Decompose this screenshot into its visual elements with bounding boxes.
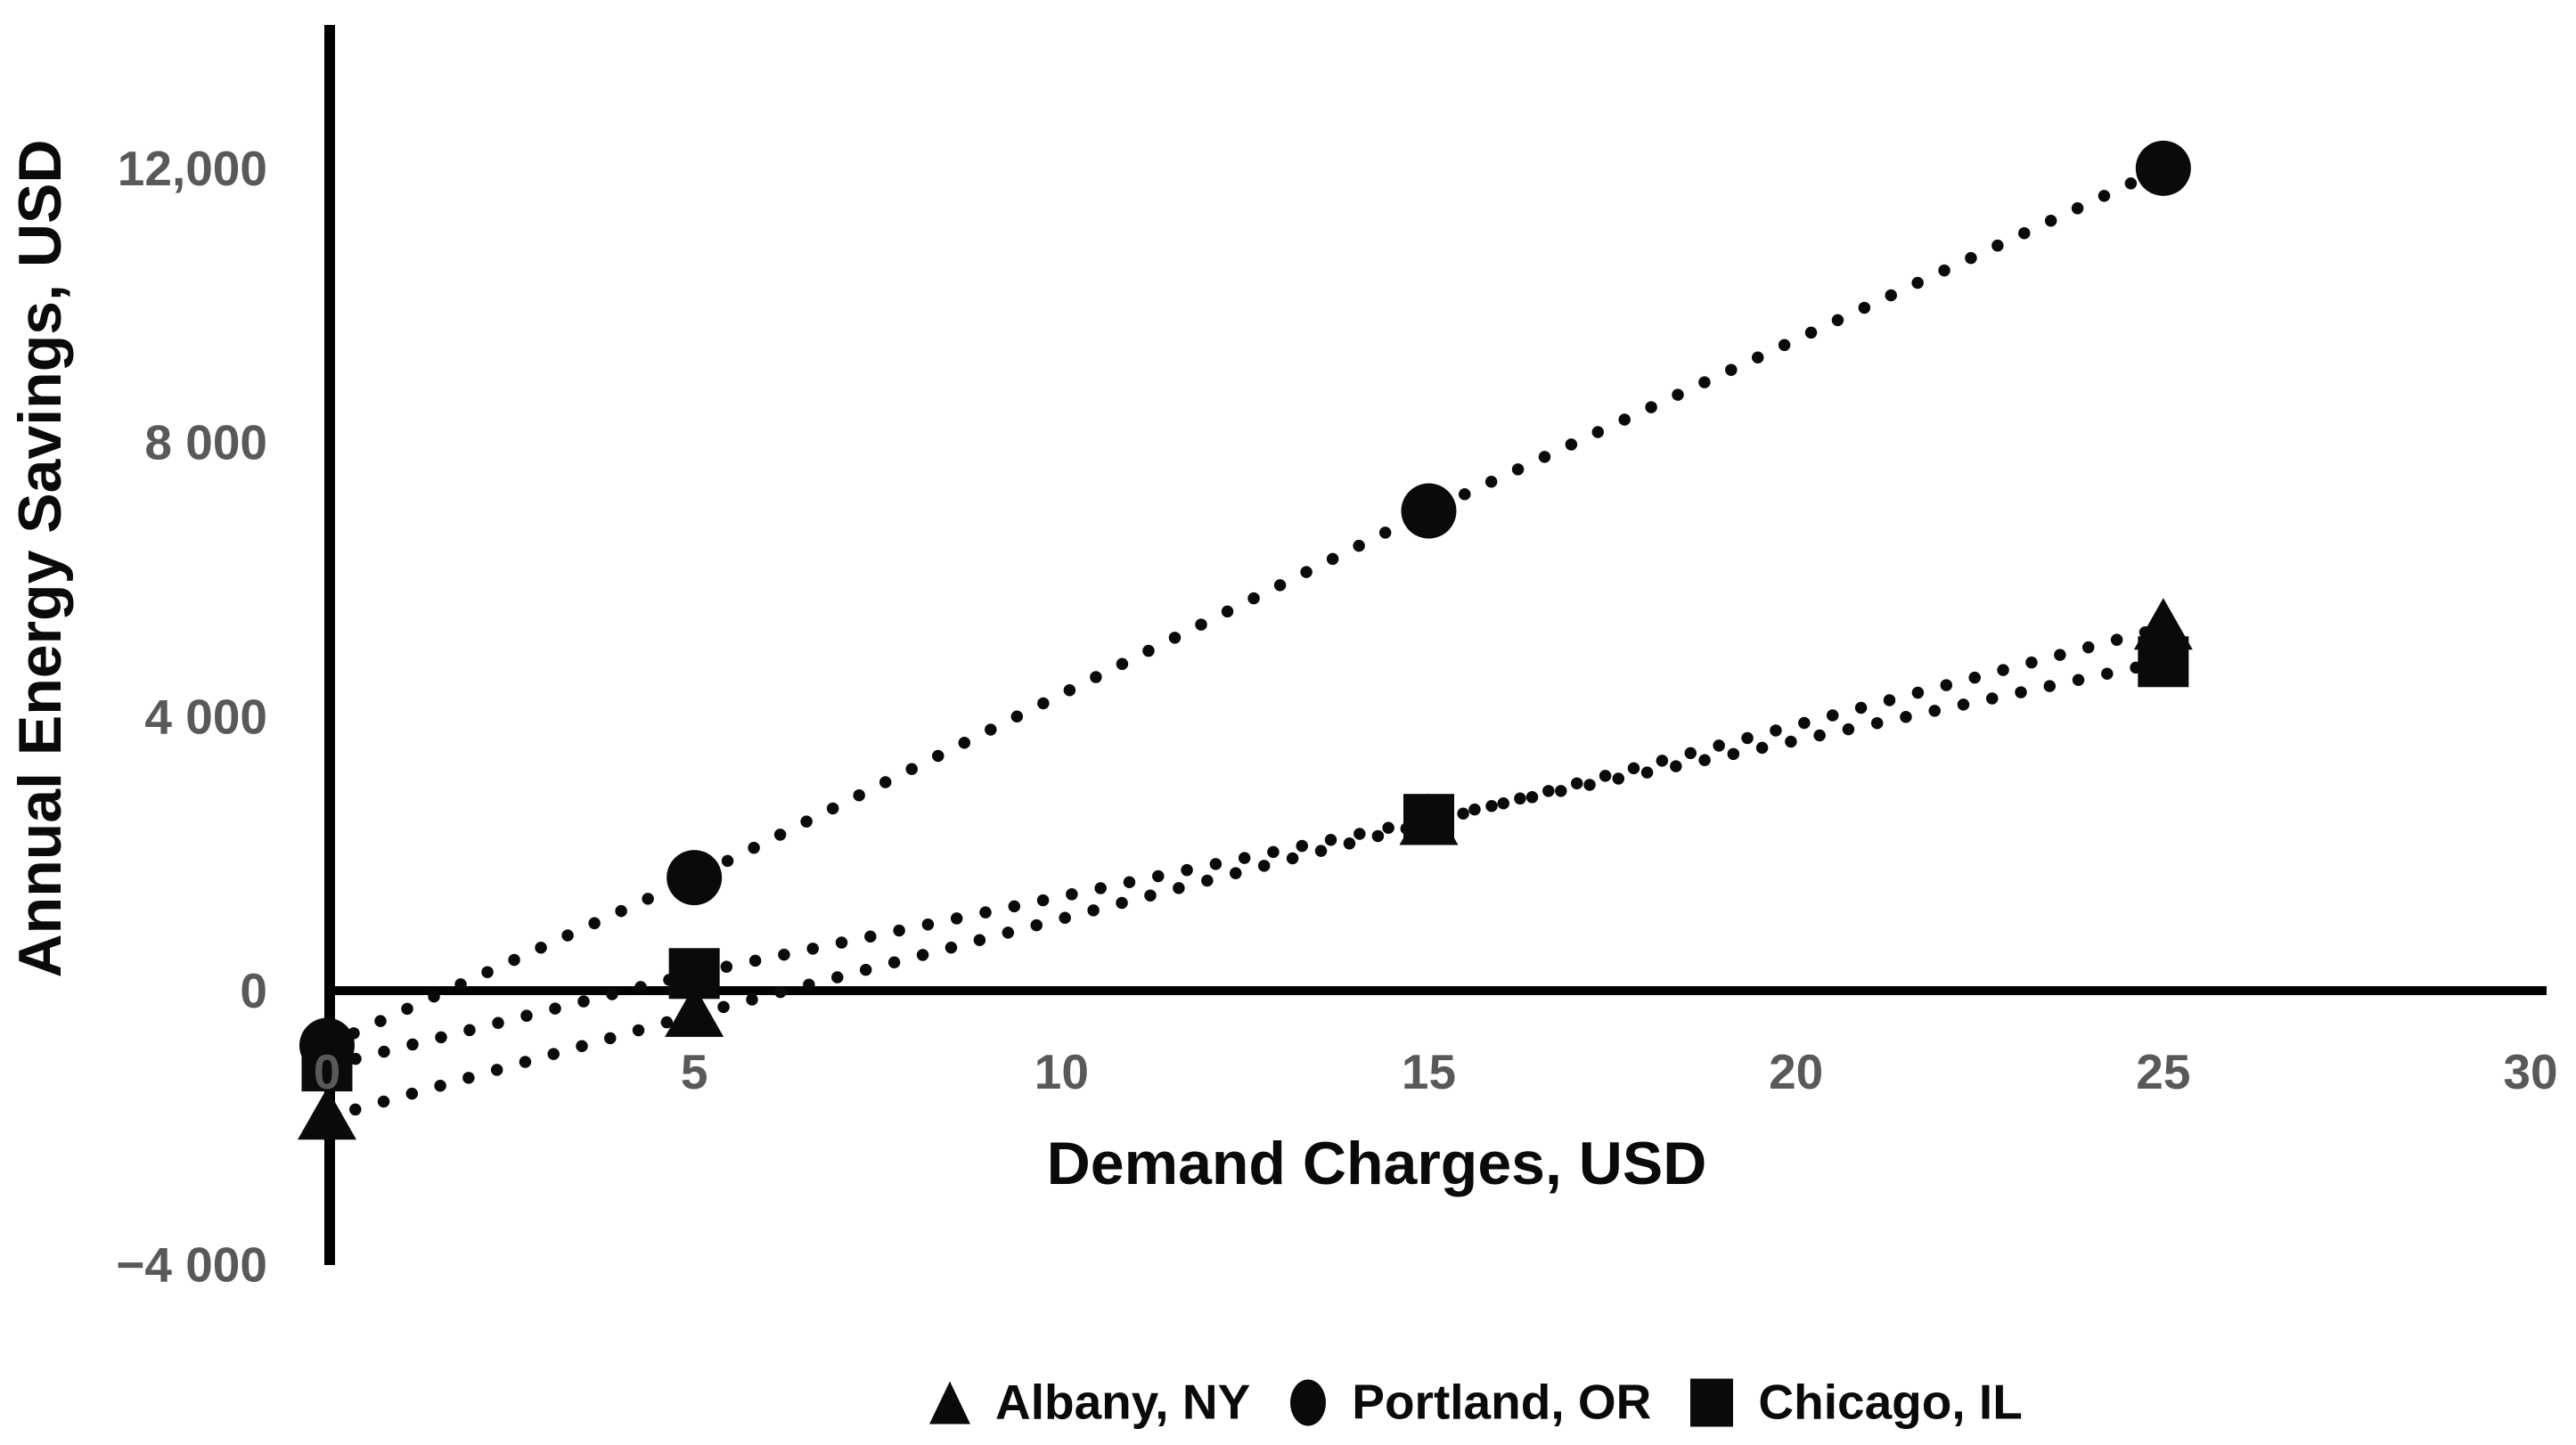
legend-item-albany-ny: Albany, NY — [929, 1374, 1251, 1430]
x-tick-label: 5 — [681, 1044, 708, 1099]
x-tick-label: 15 — [1402, 1044, 1456, 1099]
triangle-icon — [929, 1381, 970, 1424]
y-tick-label: 8 000 — [144, 415, 267, 470]
circle-icon — [1290, 1379, 1327, 1425]
legend-label: Chicago, IL — [1758, 1374, 2023, 1430]
circle-icon-shape — [1290, 1379, 1327, 1425]
y-axis-title: Annual Energy Savings, USD — [6, 139, 74, 978]
square-icon-shape — [1690, 1378, 1734, 1426]
marker-circle-x25 — [2135, 140, 2191, 196]
legend-label: Portland, OR — [1352, 1374, 1652, 1430]
marker-circle-x15 — [1401, 483, 1457, 539]
x-tick-label: 10 — [1034, 1044, 1089, 1099]
marker-triangle-x5 — [665, 984, 724, 1037]
y-tick-label: 0 — [240, 963, 267, 1018]
marker-circle-x5 — [666, 850, 723, 906]
marker-triangle-x0 — [298, 1088, 356, 1140]
x-tick-label: 0 — [314, 1044, 341, 1099]
square-icon — [1690, 1378, 1734, 1426]
legend-label: Albany, NY — [995, 1374, 1251, 1430]
series-line-triangle — [321, 621, 2170, 1124]
marker-square-x25 — [2138, 636, 2189, 688]
marker-square-x5 — [668, 948, 720, 1000]
x-tick-label: 20 — [1769, 1044, 1823, 1099]
legend-item-portland-or: Portland, OR — [1289, 1374, 1652, 1430]
series-line-circle — [321, 162, 2170, 1052]
marker-circle-x0 — [299, 1017, 355, 1074]
legend: Albany, NY Portland, OR Chicago, IL — [929, 1374, 2023, 1430]
marker-square-x15 — [1403, 794, 1454, 845]
x-axis-title: Demand Charges, USD — [1046, 1130, 1707, 1197]
legend-item-chicago-il: Chicago, IL — [1690, 1374, 2023, 1430]
y-tick-label: 4 000 — [144, 689, 267, 744]
y-tick-label: 12,000 — [118, 141, 267, 196]
series-line-square — [321, 656, 2170, 1073]
triangle-icon-shape — [929, 1381, 970, 1424]
x-tick-label: 30 — [2503, 1044, 2557, 1099]
x-tick-label: 25 — [2136, 1044, 2190, 1099]
y-tick-label: −4 000 — [116, 1237, 267, 1293]
